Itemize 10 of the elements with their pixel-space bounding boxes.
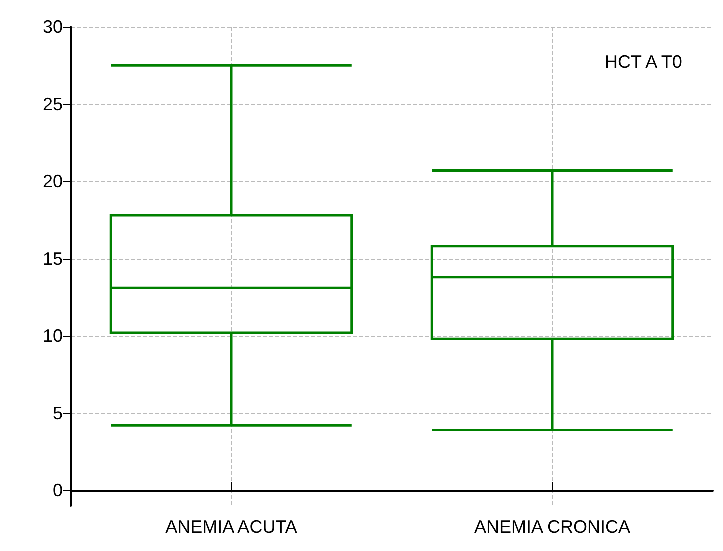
annotation: HCT A T0 bbox=[604, 52, 682, 72]
x-tick-label: ANEMIA ACUTA bbox=[166, 517, 298, 537]
x-tick-label: ANEMIA CRONICA bbox=[474, 517, 631, 537]
y-tick-label: 30 bbox=[42, 17, 63, 37]
y-tick-label: 10 bbox=[42, 326, 63, 346]
y-tick-label: 25 bbox=[42, 94, 63, 114]
y-tick-label: 15 bbox=[42, 248, 63, 269]
y-tick-label: 20 bbox=[42, 172, 63, 192]
y-tick-label: 0 bbox=[52, 480, 63, 501]
y-tick-label: 5 bbox=[52, 403, 63, 424]
